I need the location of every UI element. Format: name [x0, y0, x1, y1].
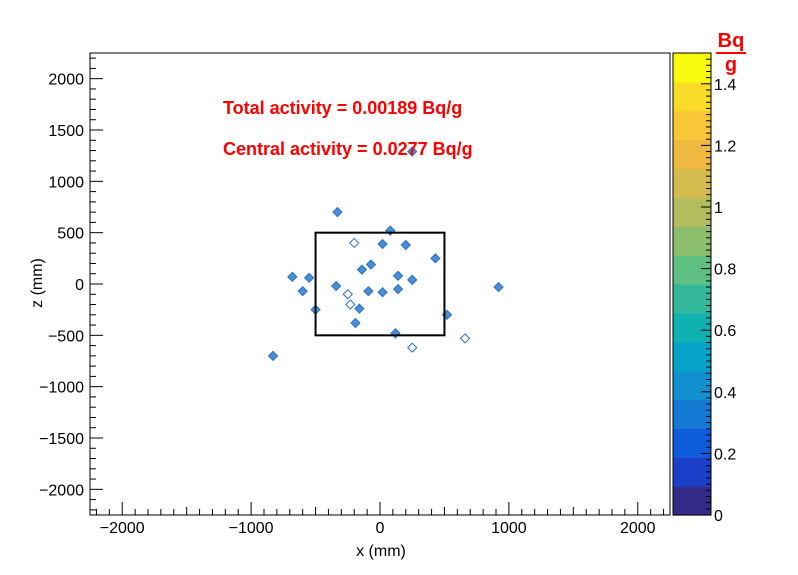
data-point	[392, 283, 404, 295]
colorbar-band	[673, 399, 711, 429]
data-point	[267, 350, 279, 362]
y-tick-label: 1500	[48, 123, 84, 140]
y-tick-label: 2000	[48, 72, 84, 89]
data-point	[392, 270, 404, 281]
y-axis-title: z (mm)	[29, 258, 46, 308]
colorbar-band	[673, 312, 711, 343]
data-point	[407, 274, 418, 286]
x-tick-label: 0	[376, 520, 385, 537]
colorbar-band	[673, 139, 711, 170]
x-axis-title: x (mm)	[356, 543, 406, 560]
data-point	[356, 264, 368, 275]
total-activity-annotation: Total activity = 0.00189 Bq/g	[223, 98, 462, 118]
data-point	[400, 239, 411, 251]
central-activity-annotation: Central activity = 0.0277 Bq/g	[223, 139, 473, 159]
colorbar-unit: Bq g	[716, 30, 746, 76]
colorbar-band	[673, 370, 711, 401]
data-point	[407, 146, 418, 157]
data-point	[365, 259, 377, 270]
data-point	[349, 237, 360, 249]
y-tick-label: 0	[75, 277, 84, 294]
colorbar-band	[673, 53, 711, 83]
colorbar-band	[673, 341, 711, 372]
colorbar-tick-label: 0.4	[714, 385, 736, 402]
data-point	[287, 271, 298, 283]
colorbar-tick-label: 0.8	[714, 262, 736, 279]
data-point	[407, 342, 418, 353]
colorbar-band	[673, 197, 711, 227]
colorbar-unit-denominator: g	[725, 54, 737, 76]
y-tick-label: 500	[57, 226, 84, 243]
y-tick-label: −1000	[39, 380, 84, 397]
data-point	[377, 287, 388, 298]
colorbar-band	[673, 168, 711, 198]
x-tick-label: 2000	[620, 520, 656, 537]
colorbar-band	[673, 81, 711, 112]
y-tick-label: −1500	[39, 431, 84, 448]
colorbar-tick-label: 0	[714, 508, 723, 525]
colorbar-tick-label: 0.6	[714, 323, 736, 340]
data-point	[330, 280, 342, 292]
x-tick-label: 1000	[491, 520, 527, 537]
data-point	[354, 303, 365, 314]
colorbar-ticks: 0 0.2 0.4 0.6 0.8 1 1.2 1.4	[701, 52, 736, 525]
y-tick-label: −500	[48, 328, 84, 345]
data-point	[377, 238, 388, 250]
data-point	[363, 285, 374, 297]
central-region-box	[314, 231, 446, 337]
x-axis-ticks: −2000 −1000 0 1000 2000	[95, 502, 665, 537]
data-point	[430, 253, 441, 264]
colorbar-band	[673, 284, 711, 314]
x-tick-label: −1000	[229, 520, 274, 537]
colorbar-band	[673, 110, 711, 141]
colorbar-border	[672, 52, 712, 516]
data-point	[459, 333, 471, 344]
data-point	[332, 206, 343, 218]
x-tick-label: −2000	[100, 520, 145, 537]
data-point	[493, 281, 504, 293]
data-point	[345, 299, 356, 310]
colorbar-tick-label: 1.4	[714, 77, 736, 94]
colorbar-band	[673, 486, 711, 516]
y-tick-label: −2000	[39, 482, 84, 499]
colorbar-tick-label: 1.2	[714, 138, 736, 155]
data-point	[350, 317, 361, 329]
data-point	[297, 285, 308, 297]
colorbar-tick-label: 0.2	[714, 446, 736, 463]
data-point	[342, 289, 353, 300]
y-axis-ticks: −2000 −1500 −1000 −500 0 500 1000 1500 2000	[39, 57, 103, 511]
colorbar-tick-label: 1	[714, 200, 723, 217]
colorbar-band	[673, 457, 711, 487]
colorbar	[672, 52, 712, 516]
colorbar-band	[673, 226, 711, 256]
colorbar-band	[673, 255, 711, 285]
central-region-rect	[314, 231, 446, 337]
y-tick-label: 1000	[48, 174, 84, 191]
colorbar-unit-numerator: Bq	[718, 30, 745, 52]
data-point	[303, 272, 315, 284]
